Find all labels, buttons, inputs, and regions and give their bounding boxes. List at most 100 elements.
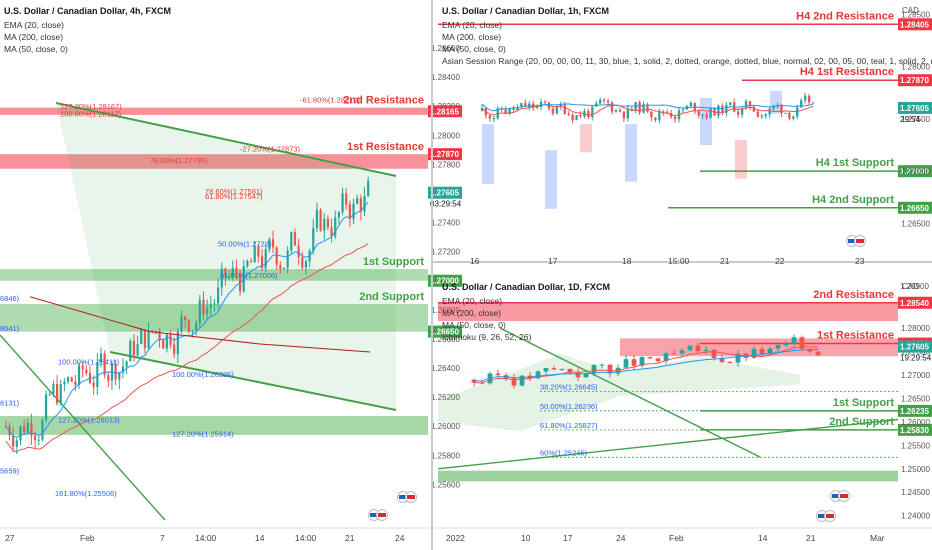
time-label: 21 xyxy=(345,533,355,543)
fib-label: 50.00%(1.2722) xyxy=(218,240,272,249)
panel-1d-k-candle xyxy=(583,373,589,378)
panel-1d-k-candle xyxy=(511,378,517,386)
time-label: 10 xyxy=(521,533,531,543)
h4-candle xyxy=(286,250,289,268)
zone-price-tag: 1.28165 xyxy=(430,107,459,116)
price-tick: 1.27400 xyxy=(431,219,460,228)
h4-candle xyxy=(132,340,136,356)
h4-candle xyxy=(238,273,242,292)
price-tick: 1.26500 xyxy=(901,394,930,403)
price-tick: 1.27000 xyxy=(901,371,930,380)
panel-1h-k-candle xyxy=(748,101,752,107)
fib-label: 127.20%(1.26013) xyxy=(58,415,120,424)
h4-candle xyxy=(202,299,205,315)
h4-candle xyxy=(96,362,99,387)
ichimoku-cloud xyxy=(438,353,800,432)
panel-1h-k-candle xyxy=(618,110,622,112)
h4-candle xyxy=(85,369,88,374)
panel-1h-k-candle xyxy=(740,108,744,115)
panel-1h-k-candle xyxy=(567,113,570,115)
price-tick: 1.28000 xyxy=(901,63,930,72)
panel-1h-k-candle xyxy=(516,107,519,110)
fib-label: 6131) xyxy=(0,398,20,407)
h4-candle xyxy=(12,435,15,447)
panel-1h-k-candle xyxy=(504,109,507,114)
panel-1h-k-candle xyxy=(681,109,685,111)
panel-1d-k-candle xyxy=(735,353,741,363)
zone-price-tag-bg xyxy=(428,274,462,287)
price-tick: 1.27200 xyxy=(431,248,460,257)
price-tick: 1.28400 xyxy=(431,73,460,82)
session-box xyxy=(770,90,782,114)
panel-1h-k-candle xyxy=(488,115,492,119)
time-label: 14 xyxy=(758,533,768,543)
panel-1h-k-candle xyxy=(744,101,748,109)
time-label: 17 xyxy=(548,256,558,266)
panel-1h-k-candle xyxy=(689,102,693,107)
panel-1h-k-candle xyxy=(673,116,677,120)
panel-1h-k-candle xyxy=(642,104,645,113)
panel-1h-k-candle xyxy=(705,114,708,118)
price-tick: 1.26200 xyxy=(431,393,460,402)
h4-candle xyxy=(125,361,128,367)
level-price-tag-bg xyxy=(898,201,932,214)
panel-1d-k-candle xyxy=(775,345,781,349)
h4-candle xyxy=(151,330,154,332)
h4-candle xyxy=(260,256,264,269)
zone-label: 2nd Resistance xyxy=(343,95,424,107)
panel-1d-k-candle xyxy=(743,353,749,358)
indicator-label: EMA (20, close) xyxy=(442,20,502,30)
panel-1d-k-candle xyxy=(703,349,709,352)
panel-1h-k-candle xyxy=(650,111,653,118)
indicator-label: MA (200, close) xyxy=(442,308,501,318)
indicator-label: MA (50, close, 0) xyxy=(4,44,68,54)
zone-price-tag-bg xyxy=(428,105,462,118)
channel-upper-line xyxy=(55,102,397,177)
currency-label: CAD xyxy=(902,282,919,291)
panel-1h-k-candle xyxy=(772,106,775,109)
panel-1h-k-candle xyxy=(752,106,756,112)
h4-candle xyxy=(231,268,234,277)
panel-1d-k-candle xyxy=(663,353,669,362)
h4-candle xyxy=(198,299,201,324)
chart-title: U.S. Dollar / Canadian Dollar, 1h, FXCM xyxy=(442,6,609,16)
time-label: 24 xyxy=(616,533,626,543)
panel-1h-k-candle xyxy=(807,95,811,103)
panel-1h-k-candle xyxy=(599,99,602,104)
h4-candle xyxy=(290,232,293,251)
panel-1h-k-candle xyxy=(796,107,799,117)
h4-candle xyxy=(169,334,172,345)
price-tick: 1.25600 xyxy=(431,480,460,489)
zone-label: 1st Resistance xyxy=(347,141,424,153)
panel-1h-k-candle xyxy=(606,100,610,103)
event-flag-icon-stripe xyxy=(826,514,834,518)
h4-candle xyxy=(348,204,351,219)
h4-candle xyxy=(191,330,194,332)
panel-1h-k-candle xyxy=(646,104,649,112)
h4-candle xyxy=(136,344,139,356)
time-label: 21 xyxy=(806,533,816,543)
price-tick: 1.28000 xyxy=(431,131,460,140)
price-tick: 1.26400 xyxy=(431,364,460,373)
panel-1h-k-candle xyxy=(571,114,574,121)
time-label: 21 xyxy=(720,256,730,266)
time-label: 2022 xyxy=(446,533,465,543)
fib-label: 50.00%(1.26236) xyxy=(540,402,598,411)
panel-1h-k-candle xyxy=(614,110,618,112)
h4-candle xyxy=(154,331,157,333)
panel-1h-k-candle xyxy=(729,102,732,105)
price-tick: 1.28900 xyxy=(900,282,929,291)
fib-label: 38.20%(1.26645) xyxy=(540,383,598,392)
h4-candle xyxy=(23,426,26,433)
fib-label: 127.20%(1.28167) xyxy=(60,102,122,111)
level-price-tag-bg xyxy=(898,18,932,31)
h4-candle xyxy=(319,210,322,231)
price-tick: 1.26600 xyxy=(431,335,460,344)
h4-candle xyxy=(140,329,143,345)
fib-label: -61.80%(1.28210) xyxy=(300,96,361,105)
h4-candle xyxy=(271,239,275,248)
h4-candle xyxy=(345,193,348,205)
time-label: 14:00 xyxy=(295,533,317,543)
price-tick: 1.25800 xyxy=(431,451,460,460)
h4-candle xyxy=(66,377,70,382)
